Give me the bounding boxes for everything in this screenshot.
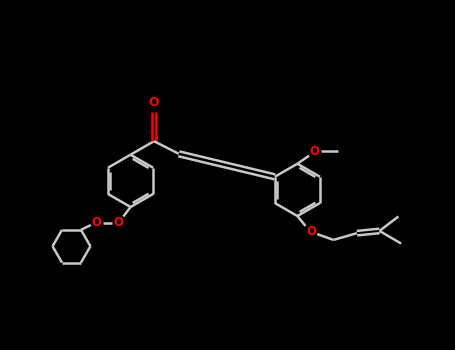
Text: O: O xyxy=(309,145,319,158)
Text: O: O xyxy=(113,216,123,229)
Text: O: O xyxy=(306,225,316,238)
Text: O: O xyxy=(148,96,159,109)
Text: O: O xyxy=(91,216,101,229)
